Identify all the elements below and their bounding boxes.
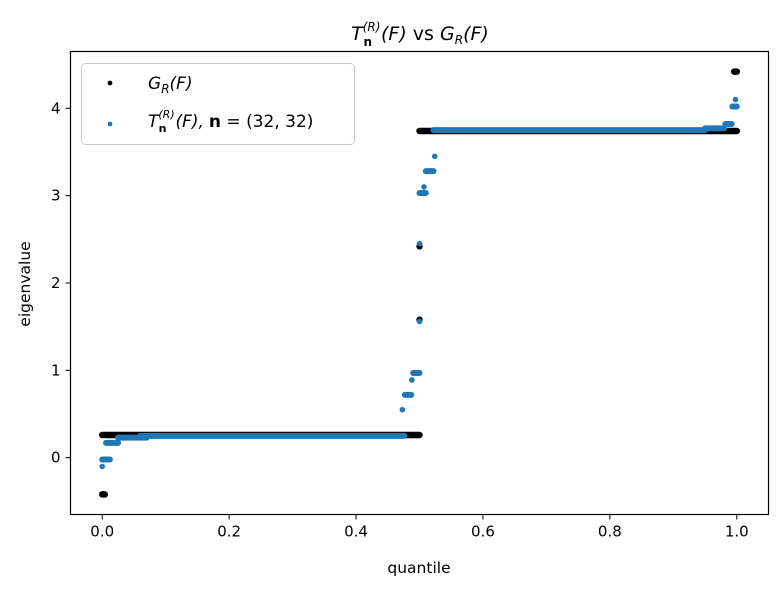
legend-marker-t	[107, 121, 113, 127]
data-point	[732, 96, 739, 103]
y-tick-label: 3	[51, 187, 61, 205]
data-point	[416, 240, 423, 247]
x-tick-label: 0.2	[217, 523, 241, 541]
y-tick-label: 2	[51, 274, 61, 292]
x-axis-label: quantile	[387, 559, 450, 577]
legend-label-t: T(R) n (F), n = (32, 32)	[148, 108, 313, 135]
chart-title: T(R) n (F) vs GR(F)	[351, 20, 489, 49]
x-tick-label: 0.8	[598, 523, 622, 541]
y-tick-label: 1	[51, 361, 61, 379]
series-layer	[98, 68, 741, 498]
data-point	[99, 463, 106, 470]
series-t-n	[99, 96, 740, 470]
x-tick-label: 1.0	[725, 523, 749, 541]
data-point	[409, 377, 415, 383]
x-axis: 0.0 0.2 0.4 0.6 0.8 1.0	[90, 514, 749, 541]
x-tick-label: 0.0	[90, 523, 114, 541]
legend: GR(F) T(R) n (F), n = (32, 32)	[81, 63, 355, 145]
x-tick-label: 0.4	[344, 523, 368, 541]
data-point	[399, 406, 406, 413]
data-point	[431, 153, 438, 160]
y-axis: 0 1 2 3 4	[51, 99, 71, 467]
y-axis-label: eigenvalue	[16, 241, 34, 326]
x-tick-label: 0.6	[471, 523, 495, 541]
legend-marker-g	[107, 80, 113, 86]
data-point	[421, 184, 427, 190]
legend-box	[81, 63, 355, 145]
data-point	[416, 318, 423, 325]
y-tick-label: 4	[51, 99, 61, 117]
legend-label-g: GR(F)	[148, 74, 193, 96]
y-tick-label: 0	[51, 449, 61, 467]
